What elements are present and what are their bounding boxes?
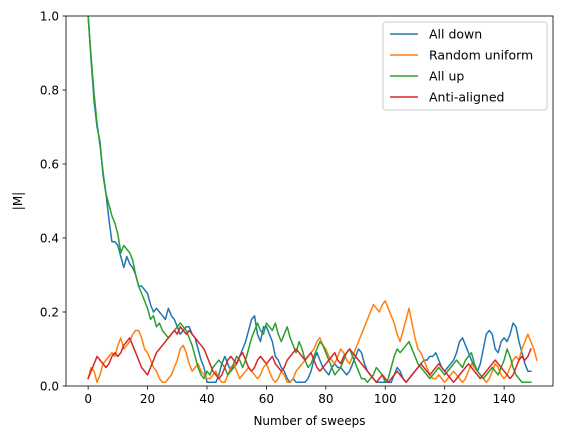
x-axis-ticks: 0 20 40 60 80 100 120 140 (84, 386, 516, 406)
x-tick-label: 140 (493, 392, 516, 406)
x-axis-label: Number of sweeps (253, 414, 365, 428)
legend-label: Anti-aligned (429, 90, 504, 105)
series-line-anti-aligned (87, 326, 532, 384)
x-tick-label: 60 (259, 392, 274, 406)
x-tick-label: 0 (84, 392, 92, 406)
x-tick-label: 100 (374, 392, 397, 406)
legend-label: All down (429, 27, 482, 42)
y-axis-ticks: 0.0 0.2 0.4 0.6 0.8 1.0 (40, 9, 66, 393)
x-tick-label: 120 (433, 392, 456, 406)
y-tick-label: 0.2 (40, 305, 59, 319)
y-axis-label: |M| (11, 192, 25, 210)
x-tick-label: 80 (318, 392, 333, 406)
axes-frame (65, 15, 554, 387)
y-tick-label: 0.8 (40, 83, 59, 97)
legend-label: Random uniform (429, 48, 533, 63)
plot-lines (87, 16, 538, 384)
series-line-all-up (87, 16, 532, 384)
x-tick-label: 20 (140, 392, 155, 406)
y-tick-label: 0.0 (40, 379, 59, 393)
legend-label: All up (429, 69, 464, 84)
series-line-random-uniform (87, 300, 538, 384)
y-tick-label: 1.0 (40, 9, 59, 23)
y-tick-label: 0.6 (40, 157, 59, 171)
legend-box (382, 21, 548, 111)
series-line-all-down (87, 16, 532, 384)
legend: All down Random uniform All up Anti-aligned (382, 21, 548, 111)
x-tick-label: 40 (199, 392, 214, 406)
y-tick-label: 0.4 (40, 231, 59, 245)
